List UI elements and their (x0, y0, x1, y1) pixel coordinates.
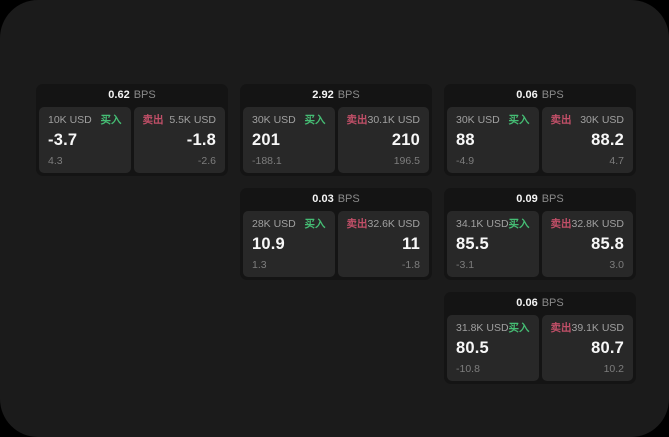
sell-side-label: 卖出 (346, 114, 368, 126)
sell-size-label: 32.8K USD (571, 218, 625, 230)
sell-sub-value: 4.7 (609, 155, 624, 167)
spread-header: 2.92 BPS (240, 84, 432, 107)
sell-price-value: 11 (402, 235, 420, 253)
bps-unit-label: BPS (337, 89, 360, 101)
bps-unit-label: BPS (541, 297, 564, 309)
buy-size-label: 30K USD (456, 114, 500, 126)
sell-side-label: 卖出 (550, 322, 572, 334)
sell-sub-value: 10.2 (603, 363, 624, 375)
bps-unit-label: BPS (541, 193, 564, 205)
quote-card: 0.03 BPS 28K USD 买入 10.9 1.3 卖出 32.6K US… (240, 188, 432, 280)
buy-tile[interactable]: 34.1K USD 买入 85.5 -3.1 (447, 211, 539, 277)
buy-size-label: 31.8K USD (456, 322, 509, 334)
buy-tile[interactable]: 30K USD 买入 201 -188.1 (243, 107, 335, 173)
spread-header: 0.03 BPS (240, 188, 432, 211)
sell-price-value: 80.7 (591, 339, 624, 357)
sell-side-label: 卖出 (346, 218, 368, 230)
buy-tile[interactable]: 30K USD 买入 88 -4.9 (447, 107, 539, 173)
spread-value: 0.06 (516, 297, 538, 309)
buy-tile[interactable]: 31.8K USD 买入 80.5 -10.8 (447, 315, 539, 381)
sell-price-value: 85.8 (591, 235, 624, 253)
buy-price-value: 80.5 (456, 339, 489, 357)
buy-sub-value: 1.3 (252, 259, 267, 271)
sell-side-label: 卖出 (142, 114, 164, 126)
sell-tile[interactable]: 卖出 5.5K USD -1.8 -2.6 (133, 107, 225, 173)
spread-value: 0.06 (516, 89, 538, 101)
sell-tile[interactable]: 卖出 39.1K USD 80.7 10.2 (541, 315, 633, 381)
spread-header: 0.06 BPS (444, 292, 636, 315)
buy-side-label: 买入 (304, 114, 326, 126)
quote-card: 0.06 BPS 31.8K USD 买入 80.5 -10.8 卖出 39.1… (444, 292, 636, 384)
buy-price-value: 201 (252, 131, 281, 149)
sell-size-label: 39.1K USD (571, 322, 625, 334)
quote-card: 0.09 BPS 34.1K USD 买入 85.5 -3.1 卖出 32.8K… (444, 188, 636, 280)
spread-value: 2.92 (312, 89, 334, 101)
buy-sub-value: -188.1 (252, 155, 282, 167)
sell-size-label: 30K USD (580, 114, 624, 126)
sell-side-label: 卖出 (550, 218, 572, 230)
buy-sub-value: -4.9 (456, 155, 475, 167)
buy-side-label: 买入 (508, 218, 530, 230)
buy-sub-value: -3.1 (456, 259, 475, 271)
sell-size-label: 30.1K USD (367, 114, 421, 126)
sell-tile[interactable]: 卖出 32.6K USD 11 -1.8 (337, 211, 429, 277)
spread-header: 0.62 BPS (36, 84, 228, 107)
spread-header: 0.06 BPS (444, 84, 636, 107)
sell-sub-value: 196.5 (393, 155, 420, 167)
sell-sub-value: -1.8 (401, 259, 420, 271)
buy-sub-value: -10.8 (456, 363, 480, 375)
buy-size-label: 34.1K USD (456, 218, 509, 230)
spread-value: 0.03 (312, 193, 334, 205)
quote-card: 0.06 BPS 30K USD 买入 88 -4.9 卖出 30K USD 8… (444, 84, 636, 176)
buy-side-label: 买入 (508, 322, 530, 334)
buy-price-value: 85.5 (456, 235, 489, 253)
sell-price-value: 210 (391, 131, 420, 149)
sell-tile[interactable]: 卖出 32.8K USD 85.8 3.0 (541, 211, 633, 277)
spread-value: 0.62 (108, 89, 130, 101)
buy-size-label: 30K USD (252, 114, 296, 126)
sell-side-label: 卖出 (550, 114, 572, 126)
bps-unit-label: BPS (133, 89, 156, 101)
sell-sub-value: -2.6 (197, 155, 216, 167)
quote-card: 0.62 BPS 10K USD 买入 -3.7 4.3 卖出 5.5K USD… (36, 84, 228, 176)
sell-tile[interactable]: 卖出 30K USD 88.2 4.7 (541, 107, 633, 173)
buy-size-label: 28K USD (252, 218, 296, 230)
sell-size-label: 5.5K USD (169, 114, 216, 126)
buy-tile[interactable]: 28K USD 买入 10.9 1.3 (243, 211, 335, 277)
buy-size-label: 10K USD (48, 114, 92, 126)
spread-value: 0.09 (516, 193, 538, 205)
sell-sub-value: 3.0 (609, 259, 624, 271)
buy-side-label: 买入 (100, 114, 122, 126)
bps-unit-label: BPS (337, 193, 360, 205)
spread-header: 0.09 BPS (444, 188, 636, 211)
buy-price-value: 88 (456, 131, 475, 149)
sell-price-value: -1.8 (186, 131, 216, 149)
buy-sub-value: 4.3 (48, 155, 63, 167)
sell-size-label: 32.6K USD (367, 218, 421, 230)
bps-unit-label: BPS (541, 89, 564, 101)
quote-card: 2.92 BPS 30K USD 买入 201 -188.1 卖出 30.1K … (240, 84, 432, 176)
buy-price-value: 10.9 (252, 235, 285, 253)
buy-side-label: 买入 (304, 218, 326, 230)
sell-tile[interactable]: 卖出 30.1K USD 210 196.5 (337, 107, 429, 173)
buy-tile[interactable]: 10K USD 买入 -3.7 4.3 (39, 107, 131, 173)
sell-price-value: 88.2 (591, 131, 624, 149)
buy-side-label: 买入 (508, 114, 530, 126)
buy-price-value: -3.7 (48, 131, 78, 149)
